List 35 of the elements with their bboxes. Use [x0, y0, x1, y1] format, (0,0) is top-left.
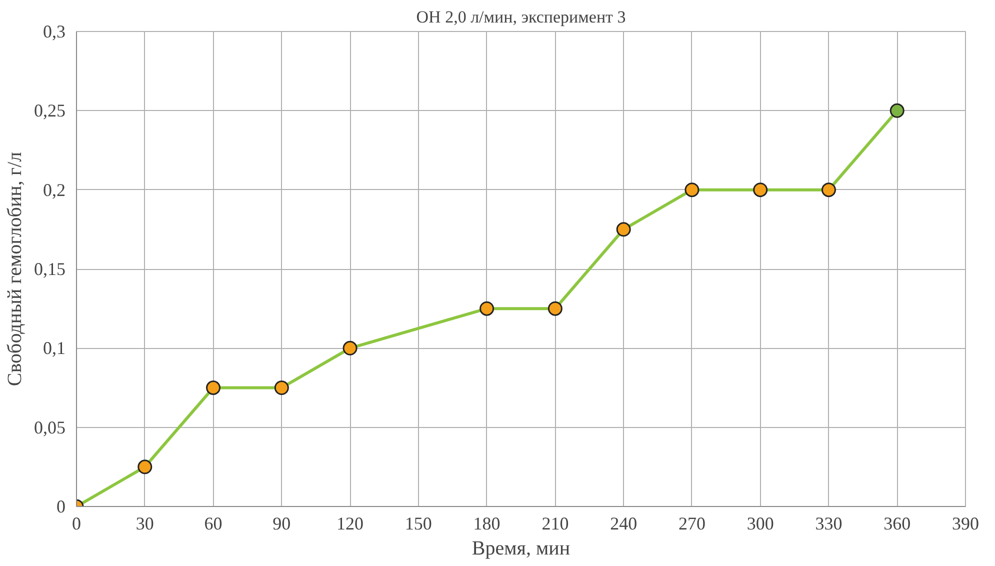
- x-axis-title: Время, мин: [472, 538, 570, 560]
- x-tick-label: 270: [678, 514, 706, 534]
- point: [138, 460, 152, 474]
- y-tick-label: 0,2: [43, 180, 66, 200]
- y-tick-label: 0,1: [43, 338, 66, 358]
- y-axis-title: Свободный гемоглобин, г/л: [4, 152, 26, 386]
- y-tick-label: 0: [56, 496, 66, 516]
- point: [821, 182, 836, 198]
- point: [548, 301, 562, 316]
- x-tick-label: 360: [884, 514, 911, 534]
- point: [890, 103, 904, 118]
- x-tick-label: 0: [72, 514, 81, 534]
- x-tick-label: 390: [952, 514, 979, 534]
- x-tick-label: 240: [610, 514, 638, 534]
- x-tick-label: 300: [746, 514, 774, 534]
- x-tick-label: 150: [404, 514, 432, 534]
- y-tick-label: 0,05: [34, 417, 66, 438]
- y-tick-label: 0,15: [34, 259, 66, 279]
- point: [616, 222, 631, 237]
- point: [480, 301, 494, 316]
- x-tick-label: 60: [204, 514, 222, 534]
- point: [753, 182, 768, 198]
- y-tick-label: 0,3: [43, 22, 66, 42]
- x-tick-label: 180: [473, 514, 500, 534]
- point: [342, 340, 358, 356]
- x-tick-label: 120: [336, 514, 364, 534]
- chart-title: ОН 2,0 л/мин, эксперимент 3: [416, 8, 626, 26]
- x-tick-label: 330: [815, 514, 842, 534]
- point: [206, 380, 221, 395]
- x-tick-label: 210: [542, 514, 569, 534]
- x-tick-label: 90: [272, 514, 291, 534]
- x-tick-label: 30: [136, 514, 154, 534]
- point: [274, 380, 289, 395]
- point: [684, 182, 700, 198]
- y-tick-label: 0,25: [34, 100, 66, 121]
